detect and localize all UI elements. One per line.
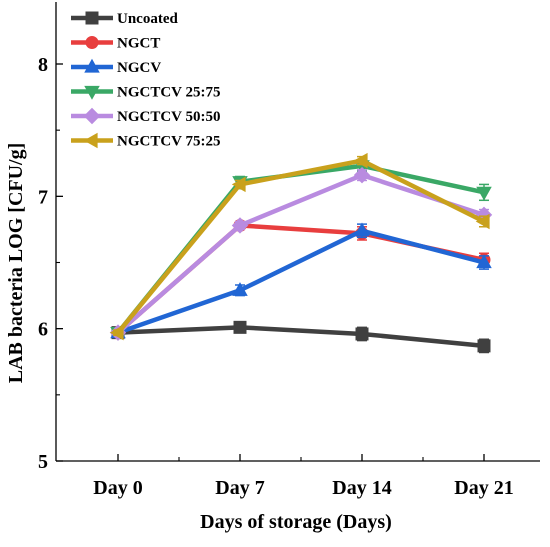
series-ngct xyxy=(111,218,491,340)
legend-label: Uncoated xyxy=(117,11,178,27)
legend-item: NGCTCV 50:50 xyxy=(71,107,220,125)
data-point xyxy=(353,166,371,184)
legend-item: Uncoated xyxy=(71,11,178,27)
series-uncoated xyxy=(111,320,491,354)
data-point xyxy=(354,222,370,237)
series-line xyxy=(116,223,485,335)
legend-marker xyxy=(83,132,98,149)
data-point xyxy=(232,282,248,296)
data-point xyxy=(109,324,124,341)
y-tick-label: 8 xyxy=(38,54,48,76)
legend: Uncoated NGCT NGCV NGCTCV 25:75 NGCTCV 50:50… xyxy=(71,11,220,150)
data-point xyxy=(231,176,246,193)
legend-item: NGCTCV 25:75 xyxy=(71,85,220,101)
series-line xyxy=(116,172,485,335)
y-axis-title: LAB bacteria LOG [CFU/g] xyxy=(5,143,27,384)
legend-marker xyxy=(85,36,99,49)
legend-label: NGCTCV 25:75 xyxy=(117,85,220,101)
data-point xyxy=(476,254,492,269)
x-axis-title: Days of storage (Days) xyxy=(200,511,392,533)
y-tick-label: 5 xyxy=(38,451,48,473)
legend-label: NGCTCV 75:25 xyxy=(117,134,220,150)
x-tick-label: Day 7 xyxy=(215,477,264,499)
x-tick-label: Day 21 xyxy=(454,477,513,499)
data-point xyxy=(477,339,491,353)
y-tick-label: 6 xyxy=(38,319,48,341)
x-tick-label: Day 14 xyxy=(332,477,391,499)
data-point xyxy=(233,320,247,334)
data-point xyxy=(353,152,368,169)
legend-marker xyxy=(84,58,100,73)
series-line xyxy=(116,158,486,335)
series-ngcv xyxy=(110,222,492,339)
series-line xyxy=(117,325,485,349)
data-point xyxy=(355,327,369,341)
legend-label: NGCT xyxy=(117,36,160,52)
x-tick-label: Day 0 xyxy=(93,477,142,499)
data-point xyxy=(475,213,490,230)
legend-label: NGCTCV 50:50 xyxy=(117,109,220,125)
series-layer xyxy=(109,152,493,354)
legend-marker xyxy=(83,107,101,125)
data-point xyxy=(476,186,492,201)
legend-marker xyxy=(84,85,100,100)
axes: 5 6 7 8 Day 0 Day 7 Day 14 Day 21 xyxy=(38,2,540,499)
legend-marker xyxy=(85,11,99,25)
y-tick-label: 7 xyxy=(38,186,48,208)
legend-item: NGCV xyxy=(71,58,161,76)
legend-label: NGCV xyxy=(117,60,161,76)
legend-item: NGCT xyxy=(71,36,160,52)
data-point xyxy=(231,217,249,234)
series-line xyxy=(117,228,485,335)
legend-item: NGCTCV 75:25 xyxy=(71,132,220,150)
series-ngctcv-75-25 xyxy=(109,152,490,341)
